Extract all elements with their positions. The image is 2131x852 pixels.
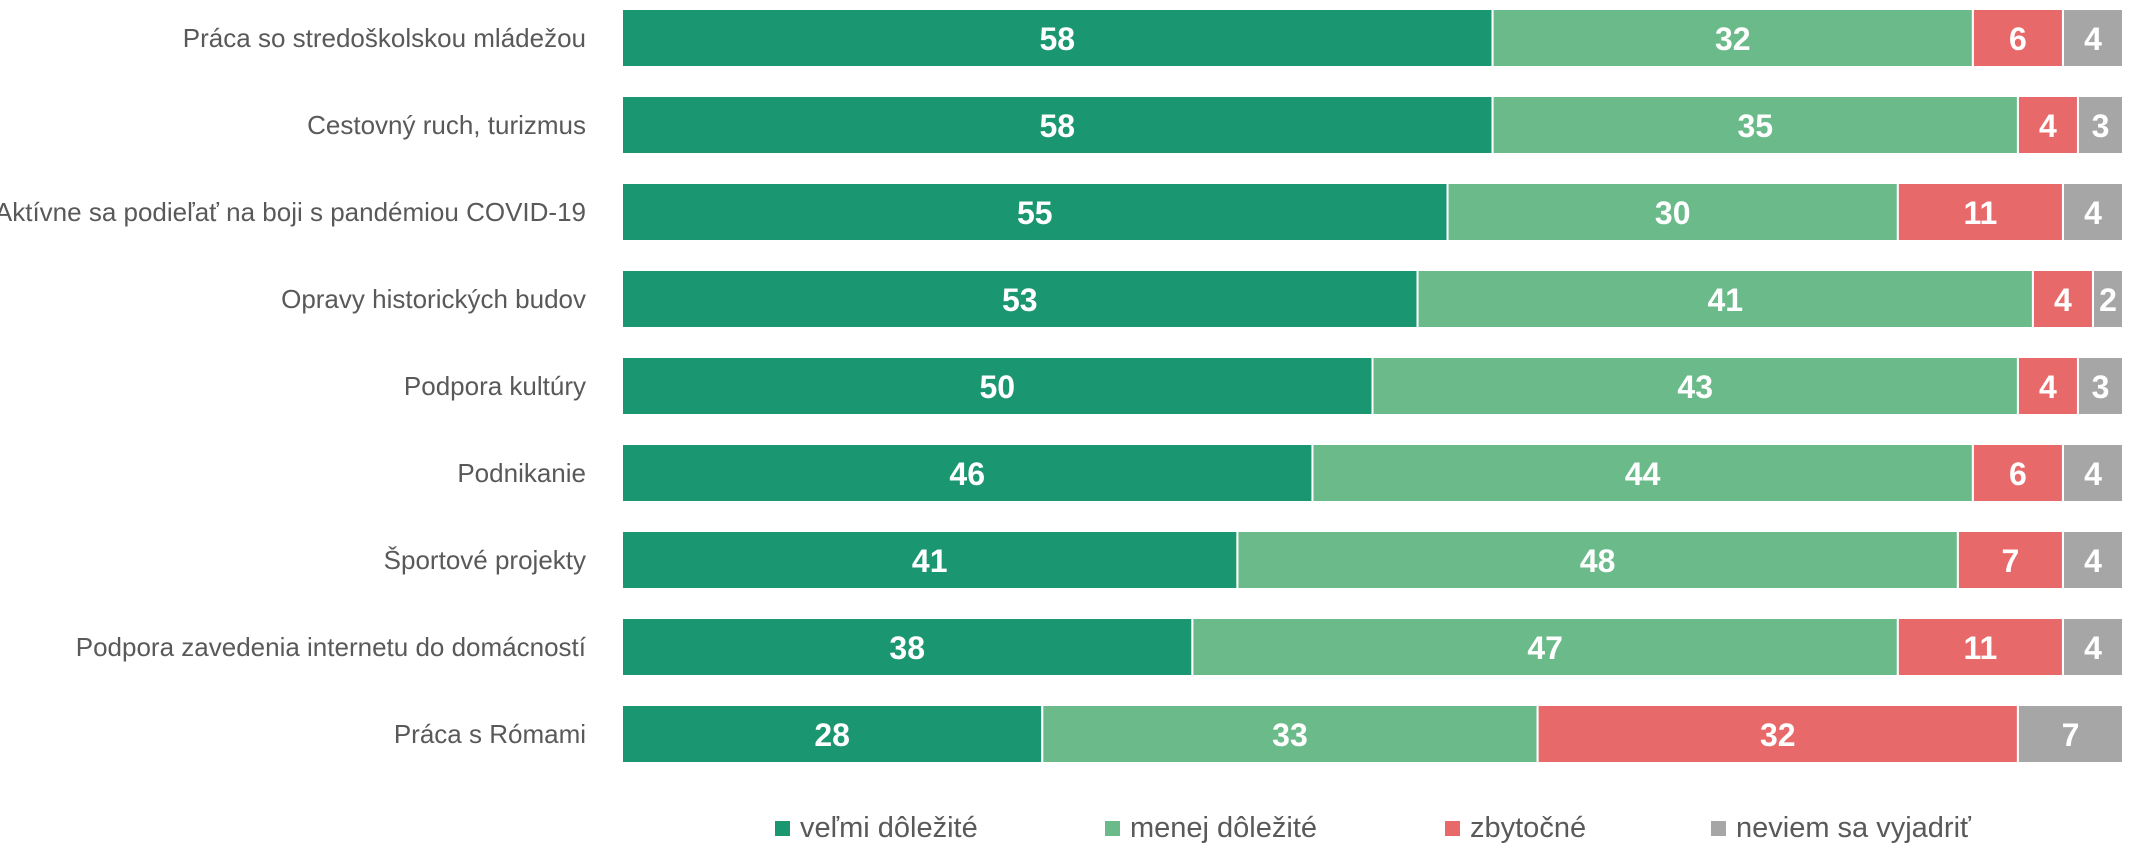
bar-segment <box>1311 443 1974 503</box>
legend-item-menej-dolezite: menej dôležité <box>1105 812 1317 845</box>
bar-value-label: 7 <box>2062 717 2080 753</box>
bar-segment <box>621 95 1494 155</box>
bar-value-label: 3 <box>2092 369 2110 405</box>
bar-segment <box>2061 8 2124 68</box>
bar-segment <box>1971 8 2064 68</box>
legend-swatch-icon <box>1445 821 1460 836</box>
bar-value-label: 11 <box>1963 630 1997 666</box>
bar-segment <box>621 530 1239 590</box>
category-label: Podnikanie <box>457 458 586 488</box>
bar-value-label: 3 <box>2092 108 2110 144</box>
bar-segment <box>1956 530 2064 590</box>
bar-segment <box>2091 269 2124 329</box>
bar-value-label: 55 <box>1017 195 1053 231</box>
bar-value-label: 4 <box>2084 630 2102 666</box>
bar-value-label: 4 <box>2054 282 2072 318</box>
category-label: Aktívne sa podieľať na boji s pandémiou … <box>0 197 586 227</box>
bar-value-label: 58 <box>1039 21 1075 57</box>
bar-value-label: 50 <box>979 369 1015 405</box>
bar-segment <box>1491 95 2019 155</box>
bar-value-label: 58 <box>1039 108 1075 144</box>
bar-value-label: 44 <box>1625 456 1661 492</box>
chart-legend: veľmi dôležité menej dôležité zbytočné n… <box>0 812 2131 852</box>
bar-value-label: 4 <box>2084 21 2102 57</box>
legend-item-velmi-dolezite: veľmi dôležité <box>775 812 978 845</box>
legend-label: veľmi dôležité <box>800 812 978 844</box>
bar-segment <box>2076 95 2124 155</box>
bar-segment <box>621 182 1449 242</box>
bar-value-label: 48 <box>1580 543 1616 579</box>
bar-segment <box>1491 8 1974 68</box>
category-label: Opravy historických budov <box>281 284 586 314</box>
bar-value-label: 4 <box>2039 369 2057 405</box>
bar-segment <box>2016 95 2079 155</box>
bar-segment <box>1536 704 2019 764</box>
category-label: Podpora kultúry <box>404 371 586 401</box>
bar-segment <box>2016 704 2125 764</box>
bar-value-label: 33 <box>1272 717 1308 753</box>
bar-segment <box>1371 356 2019 416</box>
legend-swatch-icon <box>775 821 790 836</box>
bar-value-label: 7 <box>2002 543 2020 579</box>
bar-value-label: 41 <box>912 543 948 579</box>
category-label: Cestovný ruch, turizmus <box>307 110 586 140</box>
bar-value-label: 35 <box>1737 108 1773 144</box>
bar-value-label: 38 <box>889 630 925 666</box>
legend-label: neviem sa vyjadriť <box>1736 812 1971 844</box>
legend-item-zbytocne: zbytočné <box>1445 812 1586 845</box>
bar-value-label: 32 <box>1715 21 1751 57</box>
legend-swatch-icon <box>1711 821 1726 836</box>
category-label: Práca so stredoškolskou mládežou <box>183 23 586 53</box>
bar-segment <box>1896 617 2064 677</box>
bar-segment <box>621 443 1314 503</box>
bar-segment <box>2061 617 2124 677</box>
bar-value-label: 11 <box>1963 195 1997 231</box>
bar-value-label: 46 <box>949 456 985 492</box>
legend-swatch-icon <box>1105 821 1120 836</box>
bar-value-label: 6 <box>2009 456 2027 492</box>
bar-segment <box>1416 269 2034 329</box>
bar-segment <box>2061 530 2124 590</box>
bar-value-label: 4 <box>2084 456 2102 492</box>
legend-label: menej dôležité <box>1130 812 1317 844</box>
legend-label: zbytočné <box>1470 812 1587 844</box>
bar-value-label: 6 <box>2009 21 2027 57</box>
bar-value-label: 41 <box>1707 282 1743 318</box>
bar-value-label: 53 <box>1002 282 1038 318</box>
bar-segment <box>2016 356 2079 416</box>
stacked-bar-chart: Práca so stredoškolskou mládežou 58 32 6 4Ce… <box>0 8 2125 764</box>
bar-value-label: 47 <box>1527 630 1563 666</box>
category-label: Športové projekty <box>384 545 586 575</box>
category-label: Podpora zavedenia internetu do domácnost… <box>76 632 587 662</box>
bar-segment <box>2061 443 2124 503</box>
bar-segment <box>1041 704 1539 764</box>
bar-value-label: 32 <box>1760 717 1796 753</box>
bar-segment <box>2076 356 2124 416</box>
bar-segment <box>621 269 1419 329</box>
bar-value-label: 28 <box>814 717 850 753</box>
bar-value-label: 43 <box>1677 369 1713 405</box>
bar-segment <box>621 617 1194 677</box>
legend-item-neviem-sa-vyjadrit: neviem sa vyjadriť <box>1711 812 1971 845</box>
bar-value-label: 4 <box>2084 195 2102 231</box>
category-label: Práca s Rómami <box>394 719 586 749</box>
bar-value-label: 30 <box>1655 195 1691 231</box>
bar-segment <box>1971 443 2064 503</box>
bar-value-label: 4 <box>2084 543 2102 579</box>
bar-value-label: 4 <box>2039 108 2057 144</box>
bar-segment <box>621 356 1374 416</box>
bar-segment <box>621 8 1494 68</box>
bar-segment <box>1446 182 1899 242</box>
bar-value-label: 2 <box>2099 282 2117 318</box>
bar-segment <box>2061 182 2124 242</box>
